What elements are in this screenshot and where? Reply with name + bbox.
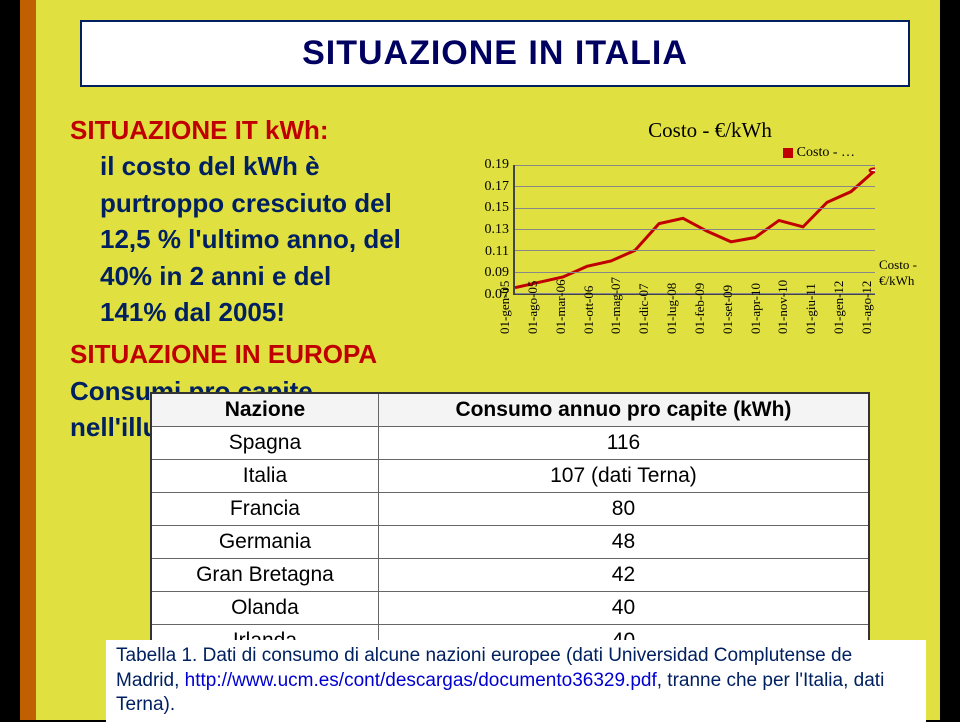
chart-x-tick: 01-lug-08 <box>664 283 680 334</box>
table-cell: Italia <box>151 460 378 493</box>
chart-y-tick: 0.17 <box>477 179 509 195</box>
chart-title: Costo - €/kWh <box>475 118 945 143</box>
chart-x-tick: 01-mar-06 <box>553 279 569 334</box>
chart-x-tick: 01-set-09 <box>720 285 736 334</box>
slide: SITUAZIONE IN ITALIA SITUAZIONE IT kWh: … <box>20 0 940 720</box>
chart-x-tick: 01-apr-10 <box>748 283 764 334</box>
chart-x-tick: 01-mag-07 <box>608 277 624 334</box>
caption-link: http://www.ucm.es/cont/descargas/documen… <box>185 670 657 691</box>
table-header: Consumo annuo pro capite (kWh) <box>378 393 869 427</box>
slide-title: SITUAZIONE IN ITALIA <box>80 20 910 87</box>
chart-x-tick: 01-nov-10 <box>775 280 791 334</box>
chart-y-tick: 0.15 <box>477 200 509 216</box>
bullet-line: il costo del kWh è <box>70 148 460 184</box>
cost-chart: Costo - €/kWh Costo - … Costo - €/kWh 0.… <box>475 118 945 363</box>
bullet-line: 40% in 2 anni e del <box>70 258 460 294</box>
table-cell: 80 <box>378 493 869 526</box>
chart-x-tick: 01-ott-06 <box>581 286 597 334</box>
table-row: Francia80 <box>151 493 869 526</box>
chart-x-tick: 01-gen-12 <box>831 281 847 334</box>
chart-x-tick: 01-feb-09 <box>692 283 708 334</box>
bullet-line: 12,5 % l'ultimo anno, del <box>70 221 460 257</box>
chart-y-tick: 0.11 <box>477 244 509 260</box>
chart-y-tick: 0.13 <box>477 222 509 238</box>
table-row: Germania48 <box>151 526 869 559</box>
table-cell: 107 (dati Terna) <box>378 460 869 493</box>
bullet-line: 141% dal 2005! <box>70 294 460 330</box>
table-header: Nazione <box>151 393 378 427</box>
table-row: Italia107 (dati Terna) <box>151 460 869 493</box>
legend-label: Costo - … <box>797 145 855 160</box>
chart-right-label: Costo - €/kWh <box>879 257 949 289</box>
bullet-head: SITUAZIONE IT kWh: <box>70 112 460 148</box>
table-cell: 40 <box>378 592 869 625</box>
table-cell: 42 <box>378 559 869 592</box>
chart-x-tick: 01-ago-05 <box>525 281 541 334</box>
table-cell: 116 <box>378 427 869 460</box>
chart-x-tick: 01-giu-11 <box>803 283 819 334</box>
table-row: Olanda40 <box>151 592 869 625</box>
table-cell: Olanda <box>151 592 378 625</box>
table-cell: Spagna <box>151 427 378 460</box>
table-cell: Francia <box>151 493 378 526</box>
consumption-table: NazioneConsumo annuo pro capite (kWh) Sp… <box>150 392 870 659</box>
table-cell: 48 <box>378 526 869 559</box>
table: NazioneConsumo annuo pro capite (kWh) Sp… <box>150 392 870 659</box>
table-row: Gran Bretagna42 <box>151 559 869 592</box>
chart-y-tick: 0.19 <box>477 157 509 173</box>
bullet-eu-head: SITUAZIONE IN EUROPA <box>70 336 460 372</box>
chart-x-labels: 01-gen-0501-ago-0501-mar-0601-ott-0601-m… <box>513 254 875 334</box>
chart-y-tick: 0.09 <box>477 265 509 281</box>
legend-swatch <box>783 148 793 158</box>
chart-x-tick: 01-dic-07 <box>636 283 652 334</box>
table-row: Spagna116 <box>151 427 869 460</box>
chart-x-tick: 01-ago-12 <box>859 281 875 334</box>
chart-x-tick: 01-gen-05 <box>497 281 513 334</box>
table-cell: Germania <box>151 526 378 559</box>
table-caption: Tabella 1. Dati di consumo di alcune naz… <box>106 640 926 722</box>
table-cell: Gran Bretagna <box>151 559 378 592</box>
chart-legend: Costo - … <box>475 145 945 161</box>
bullet-line: purtroppo cresciuto del <box>70 185 460 221</box>
